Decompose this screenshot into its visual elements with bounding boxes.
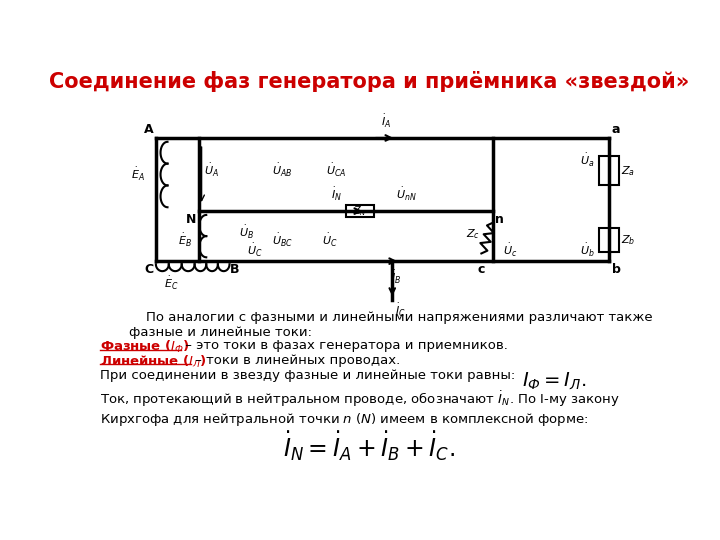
Text: $\dot{U}_a$: $\dot{U}_a$ <box>580 152 595 169</box>
Text: Фазные ($I_Ф$): Фазные ($I_Ф$) <box>100 339 190 355</box>
Text: – токи в линейных проводах.: – токи в линейных проводах. <box>191 354 400 367</box>
Text: $\dot{U}_C$: $\dot{U}_C$ <box>246 242 262 259</box>
Text: $Z_c$: $Z_c$ <box>467 227 480 241</box>
Bar <box>599 156 619 185</box>
Text: – это токи в фазах генератора и приемников.: – это токи в фазах генератора и приемник… <box>181 339 508 352</box>
Text: $\dot{E}_A$: $\dot{E}_A$ <box>131 166 145 183</box>
Text: $\dot{U}_c$: $\dot{U}_c$ <box>503 241 517 259</box>
Text: c: c <box>478 264 485 276</box>
Text: $\dot{I}_N=\dot{I}_A+\dot{I}_B+\dot{I}_C.$: $\dot{I}_N=\dot{I}_A+\dot{I}_B+\dot{I}_C… <box>283 429 455 463</box>
Text: $\dot{U}_{CA}$: $\dot{U}_{CA}$ <box>326 162 346 179</box>
Text: Соединение фаз генератора и приёмника «звездой»: Соединение фаз генератора и приёмника «з… <box>49 71 689 92</box>
Text: $\dot{I}_N$: $\dot{I}_N$ <box>331 186 342 204</box>
Text: $Z_b$: $Z_b$ <box>621 233 635 247</box>
Text: $\dot{I}_A$: $\dot{I}_A$ <box>381 113 391 130</box>
Text: $I_Ф=I_Л.$: $I_Ф=I_Л.$ <box>523 370 587 392</box>
Text: При соединении в звезду фазные и линейные токи равны:: При соединении в звезду фазные и линейны… <box>100 369 516 382</box>
Bar <box>346 205 374 217</box>
Text: $\dot{I}_B$: $\dot{I}_B$ <box>391 269 401 286</box>
Text: B: B <box>230 264 239 276</box>
Text: $\dot{U}_{nN}$: $\dot{U}_{nN}$ <box>396 186 417 204</box>
Text: a: a <box>611 123 620 136</box>
Text: $\dot{I}_C$: $\dot{I}_C$ <box>395 302 406 319</box>
Text: N: N <box>186 213 196 226</box>
Text: n: n <box>495 213 504 226</box>
Text: $\dot{E}_B$: $\dot{E}_B$ <box>179 232 192 248</box>
Text: $\dot{U}_A$: $\dot{U}_A$ <box>204 162 219 179</box>
Text: Линейные ($I_Л$): Линейные ($I_Л$) <box>100 354 207 369</box>
Text: $Z_a$: $Z_a$ <box>621 164 635 178</box>
Text: $Z_N$: $Z_N$ <box>353 204 366 218</box>
Text: $\dot{U}_b$: $\dot{U}_b$ <box>580 241 595 259</box>
Text: $\dot{U}_{BC}$: $\dot{U}_{BC}$ <box>271 232 293 248</box>
Text: $\dot{U}_{AB}$: $\dot{U}_{AB}$ <box>272 162 292 179</box>
Text: Ток, протекающий в нейтральном проводе, обозначают $\dot{I}_N$. По I-му закону
К: Ток, протекающий в нейтральном проводе, … <box>100 389 620 428</box>
Text: $\dot{U}_B$: $\dot{U}_B$ <box>239 224 254 241</box>
Text: C: C <box>145 264 153 276</box>
Text: b: b <box>611 264 621 276</box>
Text: A: A <box>144 123 153 136</box>
Bar <box>599 228 619 252</box>
Text: $\dot{U}_C$: $\dot{U}_C$ <box>323 232 338 248</box>
Text: $\dot{E}_C$: $\dot{E}_C$ <box>164 275 179 292</box>
Text: По аналогии с фазными и линейными напряжениями различают также
фазные и линейные: По аналогии с фазными и линейными напряж… <box>129 311 652 339</box>
